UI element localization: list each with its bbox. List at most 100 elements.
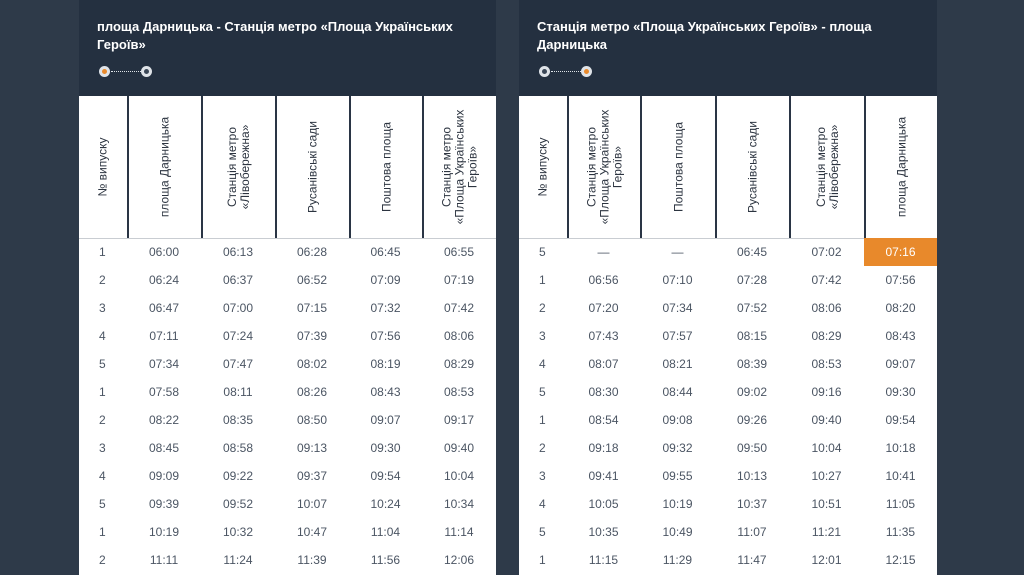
time-cell: 08:50 [296, 413, 328, 427]
table-row: 1 10:19 10:32 10:47 11:04 11:14 [79, 518, 496, 546]
time-cell: 09:22 [222, 469, 254, 483]
time-cell: 08:43 [370, 385, 401, 399]
time-cell: 06:52 [296, 273, 328, 287]
time-cell: — [597, 245, 610, 259]
release-number-cell: 5 [99, 357, 106, 371]
time-cell: 08:06 [443, 329, 475, 343]
column-header-label: площа Дарницька [157, 116, 172, 218]
release-number-cell: 1 [539, 273, 546, 287]
time-cell: 07:42 [443, 301, 475, 315]
column-header: № випуску [79, 96, 127, 238]
time-cell: 07:34 [148, 357, 180, 371]
column-header: Станція метро «Площа Українських Героїв» [422, 96, 496, 238]
time-cell: 06:24 [148, 273, 180, 287]
column-header-label: Русанівські сади [305, 121, 320, 213]
time-cell: 07:10 [662, 273, 693, 287]
time-cell: 08:54 [588, 413, 619, 427]
table-row: 4 07:11 07:24 07:39 07:56 08:06 [79, 322, 496, 350]
release-number-cell: 1 [99, 245, 106, 259]
column-header-label: Станція метро «Лівобережна» [225, 124, 252, 210]
time-cell: 08:53 [811, 357, 842, 371]
time-cell: 06:00 [148, 245, 180, 259]
time-cell: 08:44 [662, 385, 693, 399]
start-stop-icon [539, 66, 550, 77]
release-number-cell: 5 [539, 245, 546, 259]
time-cell: 07:24 [222, 329, 254, 343]
time-cell: 10:05 [588, 497, 619, 511]
time-cell: 08:06 [811, 301, 842, 315]
time-cell: 10:24 [370, 497, 401, 511]
time-cell: 08:22 [148, 413, 180, 427]
release-number-cell: 1 [99, 525, 106, 539]
table-row: 1 06:00 06:13 06:28 06:45 06:55 [79, 238, 496, 266]
time-cell: 11:29 [662, 553, 693, 567]
column-header: Станція метро «Лівобережна» [789, 96, 864, 238]
time-cell: 08:39 [736, 357, 768, 371]
time-cell: 06:45 [370, 245, 401, 259]
time-cell: 09:40 [811, 413, 842, 427]
time-cell: 08:02 [296, 357, 328, 371]
column-header-label: Поштова площа [671, 121, 685, 213]
release-number-cell: 4 [99, 329, 106, 343]
time-cell: 09:32 [662, 441, 693, 455]
timetable: № випуску Станція метро «Площа Українськи… [519, 96, 937, 575]
time-cell: 09:07 [885, 357, 916, 371]
time-cell: 11:56 [370, 553, 401, 567]
time-cell: 08:53 [443, 385, 475, 399]
time-cell: 11:24 [223, 553, 253, 567]
time-cell: 10:19 [662, 497, 693, 511]
time-cell: 08:29 [811, 329, 842, 343]
time-cell: 07:09 [370, 273, 401, 287]
time-cell: 07:43 [588, 329, 619, 343]
table-row: 2 07:20 07:34 07:52 08:06 08:20 [519, 294, 937, 322]
timetable-header: № випуску Станція метро «Площа Українськи… [519, 96, 937, 239]
column-header-label: площа Дарницька [894, 116, 908, 218]
table-row: 3 09:41 09:55 10:13 10:27 10:41 [519, 462, 937, 490]
table-row: 2 09:18 09:32 09:50 10:04 10:18 [519, 434, 937, 462]
column-header: Русанівські сади [275, 96, 349, 238]
time-cell: 09:55 [662, 469, 693, 483]
time-cell: 10:19 [148, 525, 180, 539]
time-cell: 10:13 [736, 469, 768, 483]
table-row: 4 08:07 08:21 08:39 08:53 09:07 [519, 350, 937, 378]
time-cell: 07:19 [443, 273, 475, 287]
time-cell: 08:21 [662, 357, 693, 371]
time-cell: 09:07 [370, 413, 401, 427]
release-number-cell: 4 [539, 497, 546, 511]
time-cell: — [671, 245, 684, 259]
release-number-cell: 5 [539, 385, 546, 399]
table-row: 3 08:45 08:58 09:13 09:30 09:40 [79, 434, 496, 462]
schedule-panel-forward: площа Дарницька - Станція метро «Площа У… [79, 0, 496, 575]
time-cell: 08:29 [443, 357, 475, 371]
time-cell: 08:07 [588, 357, 619, 371]
time-cell: 09:30 [370, 441, 401, 455]
release-number-cell: 1 [539, 413, 546, 427]
time-cell: 10:27 [811, 469, 842, 483]
time-cell: 09:37 [296, 469, 328, 483]
time-cell: 09:18 [588, 441, 619, 455]
column-header: Поштова площа [349, 96, 422, 238]
table-row: 1 07:58 08:11 08:26 08:43 08:53 [79, 378, 496, 406]
release-number-cell: 5 [539, 525, 546, 539]
table-row: 4 10:05 10:19 10:37 10:51 11:05 [519, 490, 937, 518]
time-cell: 09:02 [736, 385, 768, 399]
column-header: Станція метро «Площа Українських Героїв» [567, 96, 640, 238]
time-cell: 10:41 [885, 469, 916, 483]
release-number-cell: 3 [99, 441, 106, 455]
end-stop-icon [141, 66, 152, 77]
time-cell: 08:58 [222, 441, 254, 455]
table-row: 2 11:11 11:24 11:39 11:56 12:06 [79, 546, 496, 574]
table-row: 5 10:35 10:49 11:07 11:21 11:35 [519, 518, 937, 546]
column-header-label: Станція метро «Площа Українських Героїв» [439, 109, 480, 225]
time-cell: 10:07 [296, 497, 328, 511]
time-cell: 07:11 [149, 329, 179, 343]
time-cell: 11:15 [588, 553, 619, 567]
time-cell: 07:56 [885, 273, 916, 287]
column-header: № випуску [519, 96, 567, 238]
time-cell: 06:28 [296, 245, 328, 259]
release-number-cell: 2 [539, 441, 546, 455]
time-cell: 06:47 [148, 301, 180, 315]
column-header-label: № випуску [535, 137, 550, 197]
time-cell: 07:34 [662, 301, 693, 315]
table-row: 5 07:34 07:47 08:02 08:19 08:29 [79, 350, 496, 378]
